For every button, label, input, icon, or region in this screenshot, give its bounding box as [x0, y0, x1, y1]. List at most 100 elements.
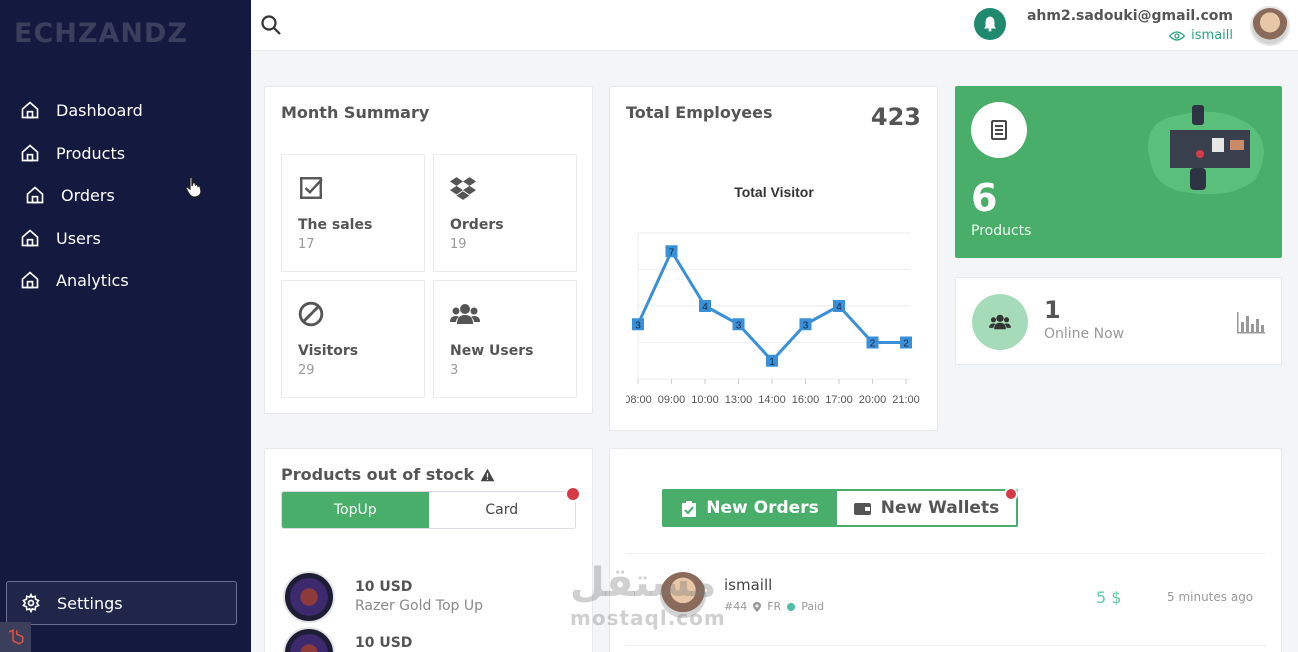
- product-thumbnail: [283, 627, 335, 652]
- data-label: 1: [769, 357, 775, 368]
- data-point[interactable]: [833, 300, 845, 312]
- eye-icon: [1169, 30, 1186, 41]
- summary-box-sales[interactable]: The sales 17: [281, 154, 425, 272]
- sidebar-item-label: Users: [56, 228, 101, 248]
- out-of-stock-title: Products out of stock: [281, 465, 475, 484]
- sidebar-item-users[interactable]: Users: [20, 218, 101, 258]
- debugbar-toggle[interactable]: [0, 622, 31, 652]
- watermark-arabic: مستقل: [570, 560, 717, 606]
- tab-label: New Orders: [706, 498, 819, 518]
- products-icon-circle: [971, 102, 1027, 158]
- settings-button[interactable]: Settings: [6, 581, 237, 625]
- order-time: 5 minutes ago: [1167, 590, 1254, 604]
- search-icon[interactable]: [259, 13, 283, 37]
- order-id: #44: [724, 600, 748, 613]
- bell-icon: [984, 16, 996, 32]
- orders-tabs: New Orders New Wallets: [662, 489, 1018, 527]
- data-label: 2: [870, 339, 876, 350]
- table-row[interactable]: ismaill #44 FR Paid 5 $ 5 minutes ago: [626, 553, 1266, 645]
- brand-logo[interactable]: ECHZANDZ: [14, 18, 188, 49]
- sidebar-item-products[interactable]: Products: [20, 133, 125, 173]
- tab-card[interactable]: Card: [485, 502, 519, 518]
- clipboard-check-icon: [682, 500, 697, 517]
- list-item[interactable]: 10 USD: [283, 627, 412, 652]
- sidebar-item-analytics[interactable]: Analytics: [20, 260, 129, 300]
- data-label: 3: [803, 320, 809, 331]
- online-icon-circle: [972, 294, 1028, 350]
- summary-box-new-users[interactable]: New Users 3: [433, 280, 577, 398]
- card-title: Month Summary: [281, 103, 430, 122]
- user-name[interactable]: ismaill: [1169, 28, 1233, 43]
- notifications-button[interactable]: [974, 8, 1006, 40]
- summary-value: 17: [298, 237, 315, 252]
- sidebar-item-label: Analytics: [56, 270, 129, 290]
- data-point[interactable]: [799, 318, 812, 331]
- home-icon: [21, 229, 39, 247]
- avatar[interactable]: [1250, 6, 1290, 46]
- users-icon: [450, 304, 480, 324]
- bar-chart-icon: [1237, 312, 1265, 334]
- sidebar: ECHZANDZ Dashboard Products Orders Users…: [0, 0, 251, 652]
- summary-label: The sales: [298, 217, 373, 233]
- data-label: 7: [669, 247, 675, 258]
- online-count: 1: [1044, 296, 1061, 324]
- notification-dot: [565, 486, 581, 502]
- summary-label: Visitors: [298, 343, 359, 359]
- data-label: 4: [702, 302, 708, 313]
- dropbox-icon: [450, 177, 476, 200]
- data-label: 3: [736, 320, 742, 331]
- chart-title: Total Visitor: [734, 184, 814, 200]
- warning-icon: [480, 468, 495, 481]
- user-email: ahm2.sadouki@gmail.com: [1026, 8, 1233, 24]
- laravel-icon: [8, 629, 23, 645]
- row-divider: [626, 645, 1266, 646]
- users-icon: [989, 314, 1011, 330]
- data-label: 2: [903, 339, 909, 350]
- ban-icon: [298, 301, 324, 327]
- data-point[interactable]: [766, 354, 778, 367]
- order-status: Paid: [801, 600, 825, 613]
- topbar: ahm2.sadouki@gmail.com ismaill: [251, 0, 1298, 51]
- month-summary-card: Month Summary The sales 17 Orders 19 Vis…: [264, 86, 593, 414]
- sidebar-item-dashboard[interactable]: Dashboard: [20, 90, 143, 130]
- order-user-name: ismaill: [724, 576, 773, 594]
- data-point[interactable]: [665, 245, 678, 258]
- data-point[interactable]: [632, 318, 644, 331]
- tab-label: New Wallets: [880, 498, 1000, 518]
- orders-panel: New Orders New Wallets ismaill #44 FR Pa…: [609, 448, 1282, 652]
- summary-box-orders[interactable]: Orders 19: [433, 154, 577, 272]
- watermark: مستقل mostaql.com: [570, 560, 726, 630]
- user-name-label: ismaill: [1191, 28, 1233, 43]
- status-dot: [787, 602, 796, 611]
- list-item[interactable]: 10 USD Razer Gold Top Up: [283, 571, 483, 623]
- data-point[interactable]: [732, 318, 745, 331]
- tab-new-wallets[interactable]: New Wallets: [837, 491, 1016, 525]
- products-card[interactable]: 6 Products: [955, 86, 1282, 258]
- sidebar-item-label: Dashboard: [56, 100, 143, 120]
- product-price: 10 USD: [355, 579, 413, 595]
- product-thumbnail: [283, 571, 335, 623]
- tab-new-orders[interactable]: New Orders: [664, 491, 837, 525]
- sidebar-item-orders[interactable]: Orders: [25, 175, 115, 215]
- x-tick-label: 17:00: [825, 394, 853, 406]
- gear-icon: [22, 593, 40, 613]
- data-point[interactable]: [866, 336, 879, 349]
- data-point[interactable]: [900, 336, 912, 349]
- x-tick-label: 20:00: [859, 394, 887, 406]
- home-icon: [21, 101, 39, 119]
- summary-label: New Users: [450, 343, 534, 359]
- card-title: Products out of stock: [281, 465, 495, 484]
- order-country: FR: [767, 600, 782, 613]
- sidebar-item-label: Orders: [61, 185, 115, 205]
- summary-value: 29: [298, 363, 315, 378]
- home-icon: [26, 186, 44, 204]
- summary-box-visitors[interactable]: Visitors 29: [281, 280, 425, 398]
- card-title: Total Employees: [626, 103, 773, 122]
- tab-topup[interactable]: TopUp: [282, 492, 429, 528]
- watermark-latin: mostaql.com: [570, 606, 726, 630]
- online-now-card: 1 Online Now: [955, 277, 1282, 365]
- notification-dot: [1004, 487, 1018, 501]
- data-label: 4: [836, 302, 842, 313]
- data-point[interactable]: [699, 300, 711, 312]
